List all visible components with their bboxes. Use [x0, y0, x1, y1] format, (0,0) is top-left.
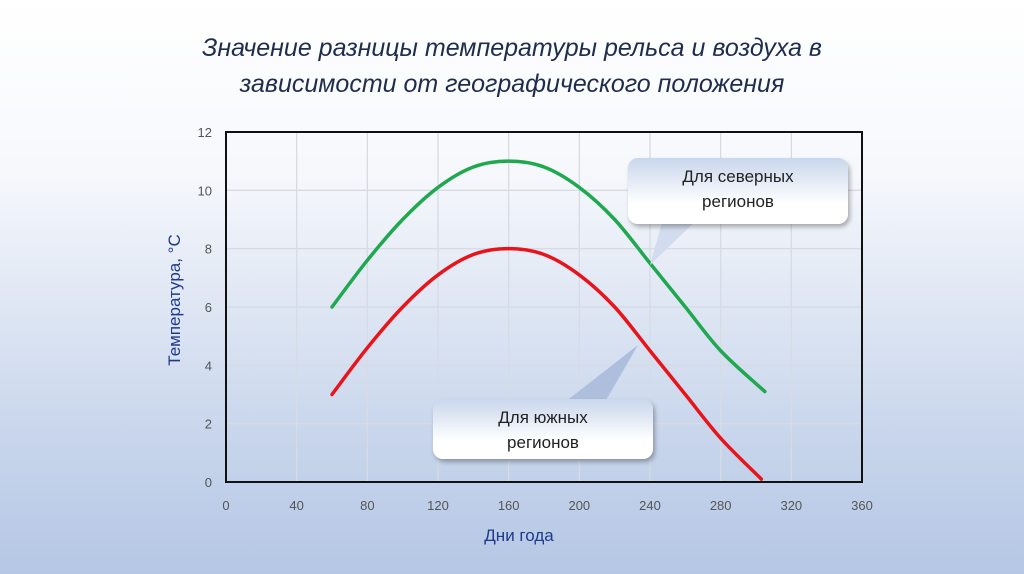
- callout-south: Для южных регионов: [433, 399, 653, 459]
- x-tick-label: 240: [639, 498, 661, 513]
- x-tick-label: 80: [360, 498, 374, 513]
- callout-north-pointer: [650, 212, 705, 265]
- callout-south-line2: регионов: [507, 433, 579, 452]
- title-line-1: Значение разницы температуры рельса и во…: [202, 34, 822, 62]
- y-tick-label: 4: [205, 358, 212, 373]
- callout-south-line1: Для южных: [498, 408, 588, 427]
- plot-frame: [225, 131, 863, 483]
- series-line-south: [330, 246, 764, 481]
- x-tick-label: 40: [289, 498, 303, 513]
- x-axis-label: Дни года: [484, 526, 554, 545]
- x-tick-label: 320: [780, 498, 802, 513]
- callout-north: Для северных регионов: [628, 158, 848, 224]
- title-line-2: зависимости от географического положения: [239, 70, 785, 98]
- callout-south-pointer: [565, 345, 638, 402]
- y-tick-label: 2: [205, 417, 212, 432]
- callout-north-line2: регионов: [702, 192, 774, 211]
- y-tick-label: 12: [198, 125, 212, 140]
- y-tick-label: 6: [205, 300, 212, 315]
- x-tick-label: 280: [710, 498, 732, 513]
- y-axis-label: Температура, °С: [165, 234, 184, 365]
- y-tick-label: 8: [205, 242, 212, 257]
- x-tick-label: 120: [427, 498, 449, 513]
- x-tick-label: 200: [568, 498, 590, 513]
- y-tick-label: 10: [198, 183, 212, 198]
- callout-north-line1: Для северных: [682, 167, 794, 186]
- chart-title: Значение разницы температуры рельса и во…: [0, 30, 1024, 102]
- y-tick-label: 0: [205, 475, 212, 490]
- series-line-north: [330, 159, 767, 394]
- x-tick-label: 0: [222, 498, 229, 513]
- x-tick-label: 160: [498, 498, 520, 513]
- x-tick-label: 360: [851, 498, 873, 513]
